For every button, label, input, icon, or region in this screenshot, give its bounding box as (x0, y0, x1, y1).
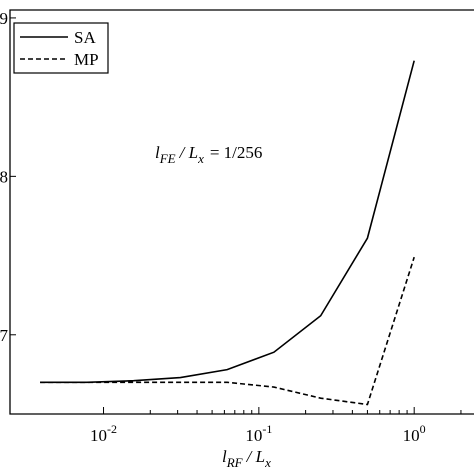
x-tick-label: 10-2 (90, 422, 117, 445)
series-line (40, 256, 415, 406)
x-tick-label: 100 (403, 422, 426, 445)
x-tick-label: 10-1 (245, 422, 272, 445)
x-tick-exponent: -2 (107, 422, 117, 436)
x-tick-exponent: 0 (420, 422, 426, 436)
y-tick-label: 8 (0, 167, 8, 186)
x-tick-base: 10 (403, 426, 420, 445)
x-tick-exponent: -1 (262, 422, 272, 436)
legend-label: MP (74, 50, 99, 69)
legend-box (13, 22, 109, 74)
y-tick-label: 9 (0, 9, 8, 28)
annotation: lFE / Lx = 1/256 (155, 143, 262, 166)
x-tick-base: 10 (245, 426, 262, 445)
legend-label: SA (74, 28, 96, 47)
plot-frame (9, 9, 474, 415)
series-line (40, 60, 415, 384)
x-tick-base: 10 (90, 426, 107, 445)
x-axis-label: lRF / Lx (222, 447, 271, 470)
y-tick-label: 7 (0, 326, 9, 345)
